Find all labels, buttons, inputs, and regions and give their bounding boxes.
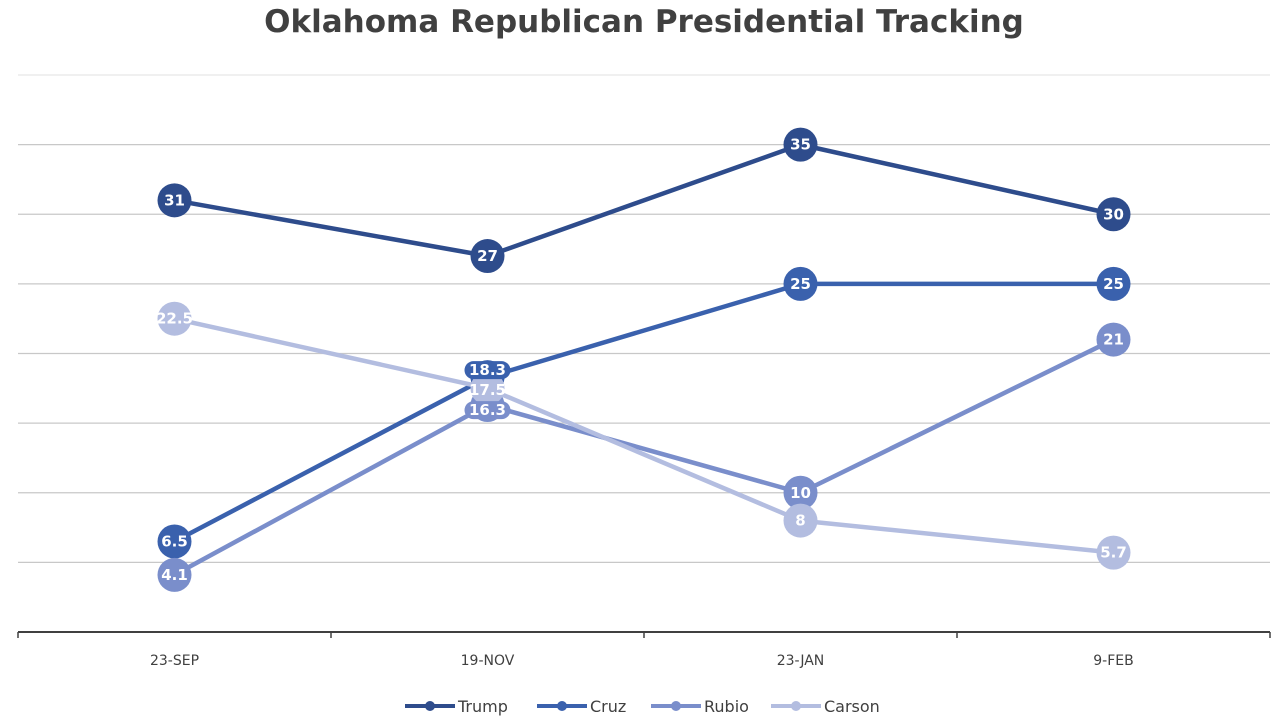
data-label: 18.3 bbox=[469, 361, 506, 379]
legend-marker bbox=[671, 701, 681, 711]
data-point-marker bbox=[783, 127, 818, 162]
series-line bbox=[173, 281, 1114, 544]
legend-item-trump: Trump bbox=[405, 697, 508, 716]
x-tick-label: 19-NOV bbox=[461, 653, 515, 669]
data-label: 25 bbox=[790, 275, 811, 293]
series-trump bbox=[157, 127, 1131, 274]
data-label: 25 bbox=[1103, 275, 1124, 293]
x-tick-label: 23-JAN bbox=[777, 653, 825, 669]
data-point-marker bbox=[1096, 266, 1131, 301]
data-label: 4.1 bbox=[161, 566, 188, 584]
data-label: 17.5 bbox=[469, 381, 506, 399]
series-line bbox=[174, 142, 1114, 259]
series-line bbox=[174, 316, 1114, 555]
data-label: 22.5 bbox=[156, 310, 193, 328]
legend-label: Rubio bbox=[704, 697, 749, 716]
data-point-marker bbox=[470, 239, 505, 274]
data-label: 5.7 bbox=[1100, 544, 1127, 562]
data-point-marker bbox=[783, 503, 818, 538]
data-label: 21 bbox=[1103, 331, 1124, 349]
series-line bbox=[173, 337, 1115, 577]
legend-marker bbox=[791, 701, 801, 711]
data-point-marker bbox=[1096, 322, 1131, 357]
data-label: 27 bbox=[477, 247, 498, 265]
legend-label: Cruz bbox=[590, 697, 626, 716]
data-point-marker bbox=[1096, 535, 1131, 570]
legend-item-rubio: Rubio bbox=[651, 697, 749, 716]
series-rubio bbox=[157, 322, 1131, 592]
data-point-marker bbox=[470, 371, 505, 406]
data-point-marker bbox=[157, 301, 192, 336]
data-label: 31 bbox=[164, 191, 185, 209]
data-label-background bbox=[464, 361, 511, 380]
data-label: 16.3 bbox=[469, 401, 506, 419]
data-point-marker bbox=[157, 183, 192, 218]
data-point-marker bbox=[1096, 197, 1131, 232]
x-tick-label: 9-FEB bbox=[1093, 653, 1133, 669]
chart-title: Oklahoma Republican Presidential Trackin… bbox=[264, 4, 1024, 40]
data-label: 30 bbox=[1103, 205, 1124, 223]
data-label: 8 bbox=[795, 512, 805, 530]
legend-item-carson: Carson bbox=[771, 697, 880, 716]
series-cruz bbox=[157, 266, 1131, 559]
legend: Trump Cruz Rubio Carson bbox=[383, 688, 903, 720]
data-point-marker bbox=[783, 266, 818, 301]
data-point-marker bbox=[157, 557, 192, 592]
data-label: 10 bbox=[790, 484, 811, 502]
x-tick-label: 23-SEP bbox=[150, 653, 199, 669]
legend-item-cruz: Cruz bbox=[537, 697, 626, 716]
data-point-marker bbox=[157, 524, 192, 559]
legend-marker bbox=[425, 701, 435, 711]
legend-label: Trump bbox=[457, 697, 508, 716]
legend-label: Carson bbox=[824, 697, 880, 716]
data-label: 6.5 bbox=[161, 532, 188, 550]
series-carson bbox=[157, 301, 1131, 570]
data-label-background bbox=[464, 401, 511, 420]
data-label: 35 bbox=[790, 136, 811, 154]
legend-marker bbox=[557, 701, 567, 711]
data-point-marker bbox=[783, 475, 818, 510]
data-labels: 31 22.5 6.5 4.1 27 18.3 17.5 16.3 35 25 10 8 30 25 21 5… bbox=[156, 136, 1127, 584]
